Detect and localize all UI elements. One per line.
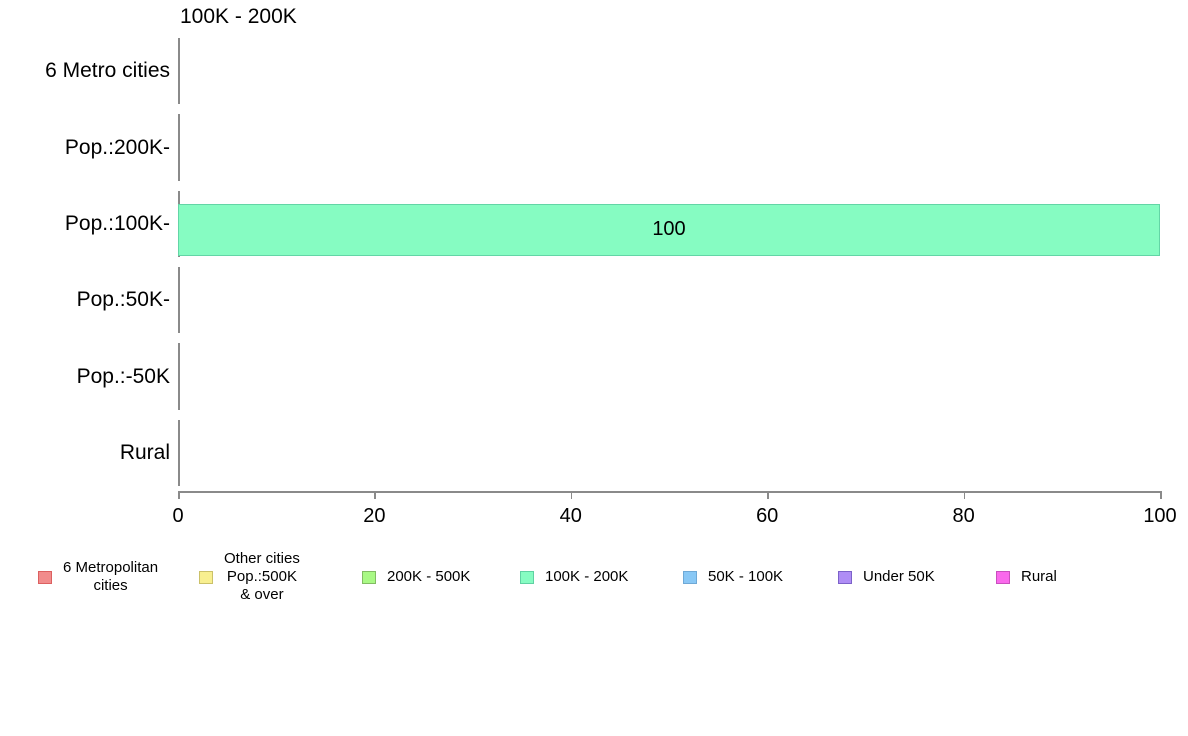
- legend-item: 50K - 100K: [683, 568, 783, 586]
- legend-swatch: [996, 570, 1010, 584]
- legend-swatch: [38, 570, 52, 584]
- legend-item: 200K - 500K: [362, 568, 470, 586]
- legend-label: Other cities Pop.:500K & over: [224, 550, 300, 603]
- x-axis-tick-label: 40: [559, 505, 582, 527]
- legend-label: 200K - 500K: [387, 568, 471, 585]
- y-axis-line-segment: [178, 114, 180, 181]
- bar: 100: [178, 203, 1160, 256]
- x-axis-tick: [374, 491, 376, 499]
- y-axis-line-segment: [178, 267, 180, 334]
- legend-label: Under 50K: [863, 568, 935, 585]
- y-axis-line-segment: [178, 419, 180, 486]
- x-axis-tick: [963, 491, 966, 499]
- x-axis-tick: [570, 491, 573, 499]
- y-axis-label: Rural: [119, 440, 170, 464]
- legend-item: 6 Metropolitan cities: [38, 559, 158, 595]
- y-axis-label: 6 Metro cities: [45, 59, 170, 83]
- y-axis-label: Pop.:-50K: [76, 364, 170, 388]
- legend-item: Under 50K: [838, 568, 935, 586]
- x-axis-line: [178, 491, 1160, 493]
- legend-swatch: [520, 570, 534, 584]
- chart-title: 100K - 200K: [180, 5, 297, 28]
- y-axis-label: Pop.:50K-: [76, 288, 170, 312]
- legend-label: Rural: [1021, 568, 1057, 585]
- y-axis-label: Pop.:200K-: [64, 135, 170, 159]
- legend-label: 100K - 200K: [545, 568, 629, 585]
- x-axis-tick-label: 80: [952, 505, 975, 527]
- x-axis-tick: [178, 491, 180, 499]
- legend-swatch: [199, 570, 213, 584]
- x-axis-tick-label: 20: [363, 505, 386, 527]
- legend-label: 50K - 100K: [708, 568, 784, 585]
- legend-item: Rural: [996, 568, 1057, 586]
- y-axis-label: Pop.:100K-: [64, 211, 170, 235]
- legend-label: 6 Metropolitan cities: [63, 559, 159, 594]
- legend-swatch: [362, 570, 376, 584]
- legend-swatch: [683, 570, 697, 584]
- x-axis-tick: [767, 491, 769, 499]
- y-axis-line-segment: [178, 38, 180, 105]
- legend-item: Other cities Pop.:500K & over: [199, 550, 300, 604]
- bar-value-label: 100: [652, 218, 686, 241]
- x-axis-tick-label: 0: [172, 505, 184, 527]
- x-axis-tick-label: 60: [756, 505, 779, 527]
- y-axis-line-segment: [178, 343, 180, 410]
- legend-item: 100K - 200K: [520, 568, 628, 586]
- x-axis-tick: [1160, 491, 1162, 499]
- x-axis-tick-label: 100: [1143, 505, 1177, 527]
- legend-swatch: [838, 570, 852, 584]
